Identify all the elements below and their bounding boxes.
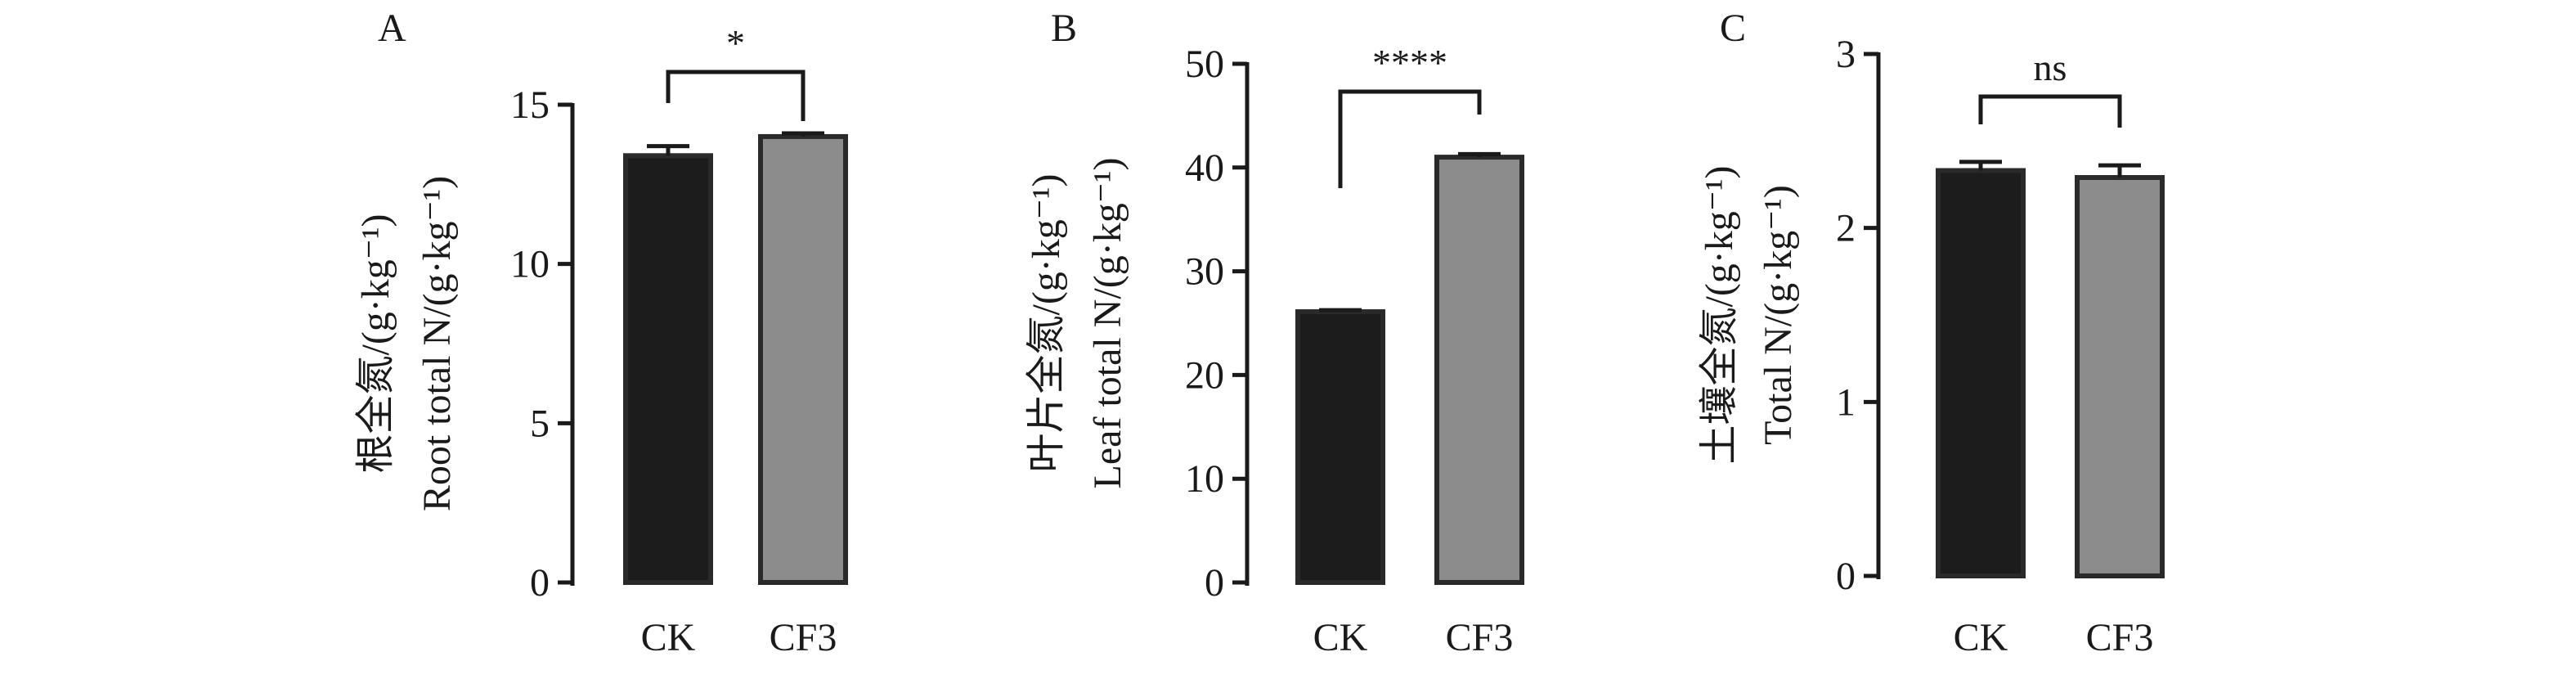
panel-label: A (378, 7, 406, 50)
bar-cf3 (2075, 174, 2165, 578)
y-tick-label: 10 (1185, 457, 1224, 501)
category-label-ck: CK (1954, 616, 2008, 659)
y-tick-label: 0 (1205, 561, 1224, 605)
category-label-cf3: CF3 (1446, 616, 1514, 659)
bar-ck (1936, 168, 2026, 578)
significance-label: ns (2034, 47, 2067, 88)
y-tick-label: 50 (1185, 43, 1224, 86)
bar-cf3 (758, 133, 848, 585)
y-tick-label: 15 (510, 83, 550, 127)
category-label-ck: CK (641, 616, 696, 659)
significance-bracket (666, 70, 806, 121)
category-label-cf3: CF3 (2086, 616, 2154, 659)
category-label-ck: CK (1313, 616, 1368, 659)
y-axis-title-en: Root total N/(g·kg⁻¹) (415, 176, 459, 511)
bar-cf3 (1434, 155, 1524, 585)
significance-label: **** (1372, 42, 1447, 83)
y-tick-label: 20 (1185, 353, 1224, 397)
y-axis-title-cn: 土壤全氮/(g·kg⁻¹) (1698, 165, 1741, 464)
y-tick-label: 2 (1836, 207, 1856, 250)
significance-bracket (1978, 94, 2122, 128)
y-tick-label: 0 (530, 561, 550, 605)
significance-bracket (1338, 89, 1482, 188)
y-axis-title-en: Total N/(g·kg⁻¹) (1757, 185, 1800, 445)
y-tick-label: 0 (1836, 555, 1856, 598)
y-tick-label: 3 (1836, 33, 1856, 76)
panel-label: C (1720, 7, 1746, 50)
y-tick-label: 10 (510, 243, 550, 286)
bar-ck (1295, 309, 1385, 585)
y-tick-label: 40 (1185, 146, 1224, 190)
category-label-cf3: CF3 (770, 616, 837, 659)
y-tick-label: 30 (1185, 250, 1224, 294)
significance-label: * (726, 22, 745, 64)
y-axis-title-cn: 叶片全氮/(g·kg⁻¹) (1025, 173, 1068, 472)
y-axis-title-en: Leaf total N/(g·kg⁻¹) (1086, 158, 1129, 489)
bar-ck (623, 153, 713, 585)
y-tick-label: 5 (530, 402, 550, 445)
y-axis-title-cn: 根全氮/(g·kg⁻¹) (354, 214, 397, 473)
y-tick-label: 1 (1836, 380, 1856, 424)
panel-label: B (1051, 7, 1077, 50)
